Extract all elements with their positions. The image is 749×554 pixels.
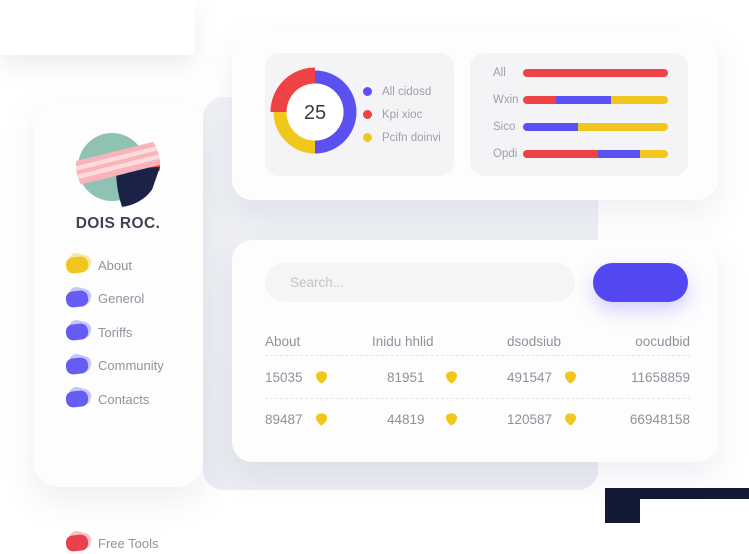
sidebar-item-free-tools[interactable]: Free Tools xyxy=(65,529,159,554)
sidebar-item-label: About xyxy=(98,257,132,273)
table-header-row: About Inidu hhlid dsodsiub oocudbid xyxy=(265,328,690,356)
sidebar-item-generol[interactable]: Generol xyxy=(65,285,164,310)
column-header-dsodsiub: dsodsiub xyxy=(507,334,562,349)
search-input[interactable] xyxy=(265,263,575,302)
bar-segment xyxy=(556,96,612,104)
cell-value: 44819 xyxy=(387,412,425,427)
legend-item-kpi-xioc: Kpi xioc xyxy=(363,108,441,121)
legend-dot-icon xyxy=(363,110,372,119)
bar-row-all: All xyxy=(493,65,668,81)
sidebar-item-community[interactable]: Community xyxy=(65,352,164,377)
bar-segment xyxy=(598,150,641,158)
cell-value: 66948158 xyxy=(629,412,690,427)
bar-row-wxin: Wxin xyxy=(493,92,668,108)
table-cell: 89487 xyxy=(265,412,372,427)
column-header-oocudbid: oocudbid xyxy=(635,334,690,349)
shield-icon xyxy=(445,370,457,384)
bar-row-opdi: Opdi xyxy=(493,146,668,162)
legend-item-pcifn-doinvi: Pcifn doinvi xyxy=(363,131,441,144)
legend-label: Pcifn doinvi xyxy=(382,131,441,144)
sidebar-item-label: Free Tools xyxy=(98,535,159,551)
menu-blob-icon xyxy=(65,352,93,375)
sidebar-item-contacts[interactable]: Contacts xyxy=(65,385,164,410)
shield-icon xyxy=(565,370,577,384)
bar-segment xyxy=(523,96,557,104)
cell-value: 11658859 xyxy=(630,369,690,385)
stacked-bar xyxy=(523,96,668,104)
bar-segment xyxy=(640,150,668,158)
stacked-bar xyxy=(523,123,668,131)
table-cell: 44819 xyxy=(372,412,507,427)
cell-value: 491547 xyxy=(507,369,553,385)
table-cell: 11658859 xyxy=(630,369,690,385)
table-cell: 120587 xyxy=(507,412,632,427)
bar-row-sico: Sico xyxy=(493,119,668,135)
donut-legend: All cidosd Kpi xioc Pcifn doinvi xyxy=(363,85,441,144)
legend-dot-icon xyxy=(363,133,372,142)
sidebar-item-label: Community xyxy=(98,358,164,373)
legend-label: Kpi xioc xyxy=(382,108,423,121)
stacked-bar xyxy=(523,150,668,158)
sidebar-menu-footer: Free Tools xyxy=(65,529,159,554)
cell-value: 120587 xyxy=(507,412,553,427)
bar-category-label: Opdi xyxy=(493,148,518,160)
corner-white-rect xyxy=(640,499,749,523)
menu-blob-icon xyxy=(65,385,93,409)
table-cell: 81951 xyxy=(372,370,507,385)
bar-category-label: Wxin xyxy=(493,94,519,106)
cell-value: 15035 xyxy=(265,369,303,385)
table-row: 89487 44819 120587 66948158 xyxy=(265,398,690,440)
shield-icon xyxy=(315,370,327,384)
legend-dot-icon xyxy=(363,87,372,96)
sidebar-item-toriffs[interactable]: Toriffs xyxy=(65,318,164,343)
brand-title: DOIS ROC. xyxy=(75,215,161,232)
sidebar-item-label: Generol xyxy=(98,291,145,306)
legend-item-all-cidosd: All cidosd xyxy=(363,85,441,98)
bar-category-label: Sico xyxy=(493,121,516,133)
bars-chart-panel: All Wxin Sico Opdi xyxy=(470,53,688,176)
bar-category-label: All xyxy=(493,67,506,79)
background-white-rect-topleft xyxy=(0,0,195,55)
stats-card: 25 All cidosd Kpi xioc Pcifn doinvi All Wxi… xyxy=(232,32,718,200)
column-header-inidu-hhlid: Inidu hhlid xyxy=(372,334,434,349)
search-box xyxy=(265,263,575,302)
table-row: 15035 81951 491547 11658859 xyxy=(265,356,690,398)
bar-segment xyxy=(523,69,668,77)
column-header-about: About xyxy=(265,334,301,349)
legend-label: All cidosd xyxy=(382,85,432,98)
sidebar-item-about[interactable]: About xyxy=(65,251,164,276)
table-cell: 66948158 xyxy=(629,412,690,427)
shield-icon xyxy=(565,413,577,426)
bar-segment xyxy=(611,96,668,104)
cell-value: 81951 xyxy=(387,369,425,385)
sidebar-item-label: Contacts xyxy=(98,391,150,407)
shield-icon xyxy=(315,413,327,426)
menu-blob-icon xyxy=(65,529,93,553)
brand-logo xyxy=(76,123,160,207)
donut-chart-panel: 25 All cidosd Kpi xioc Pcifn doinvi xyxy=(265,53,454,176)
menu-blob-icon xyxy=(65,251,93,275)
cell-value: 89487 xyxy=(265,412,303,427)
menu-blob-icon xyxy=(65,285,93,308)
primary-action-button[interactable] xyxy=(593,263,688,302)
stacked-bar xyxy=(523,69,668,77)
donut-chart: 25 xyxy=(270,67,357,154)
bar-segment xyxy=(523,123,579,131)
sidebar-menu: About Generol Toriffs Community Contacts xyxy=(65,251,164,410)
bar-segment xyxy=(523,150,599,158)
data-table: About Inidu hhlid dsodsiub oocudbid 15035 81… xyxy=(265,328,690,440)
sidebar-item-label: Toriffs xyxy=(98,324,133,340)
table-cell: 15035 xyxy=(265,370,372,385)
brand-logo-icon xyxy=(76,123,160,207)
table-cell: 491547 xyxy=(507,370,632,385)
donut-center-value: 25 xyxy=(304,102,326,124)
shield-icon xyxy=(445,413,457,426)
sidebar: DOIS ROC. About Generol Toriffs Community Co… xyxy=(33,97,203,553)
menu-blob-icon xyxy=(65,318,93,342)
table-card: About Inidu hhlid dsodsiub oocudbid 15035 81… xyxy=(232,240,718,462)
bar-segment xyxy=(578,123,668,131)
